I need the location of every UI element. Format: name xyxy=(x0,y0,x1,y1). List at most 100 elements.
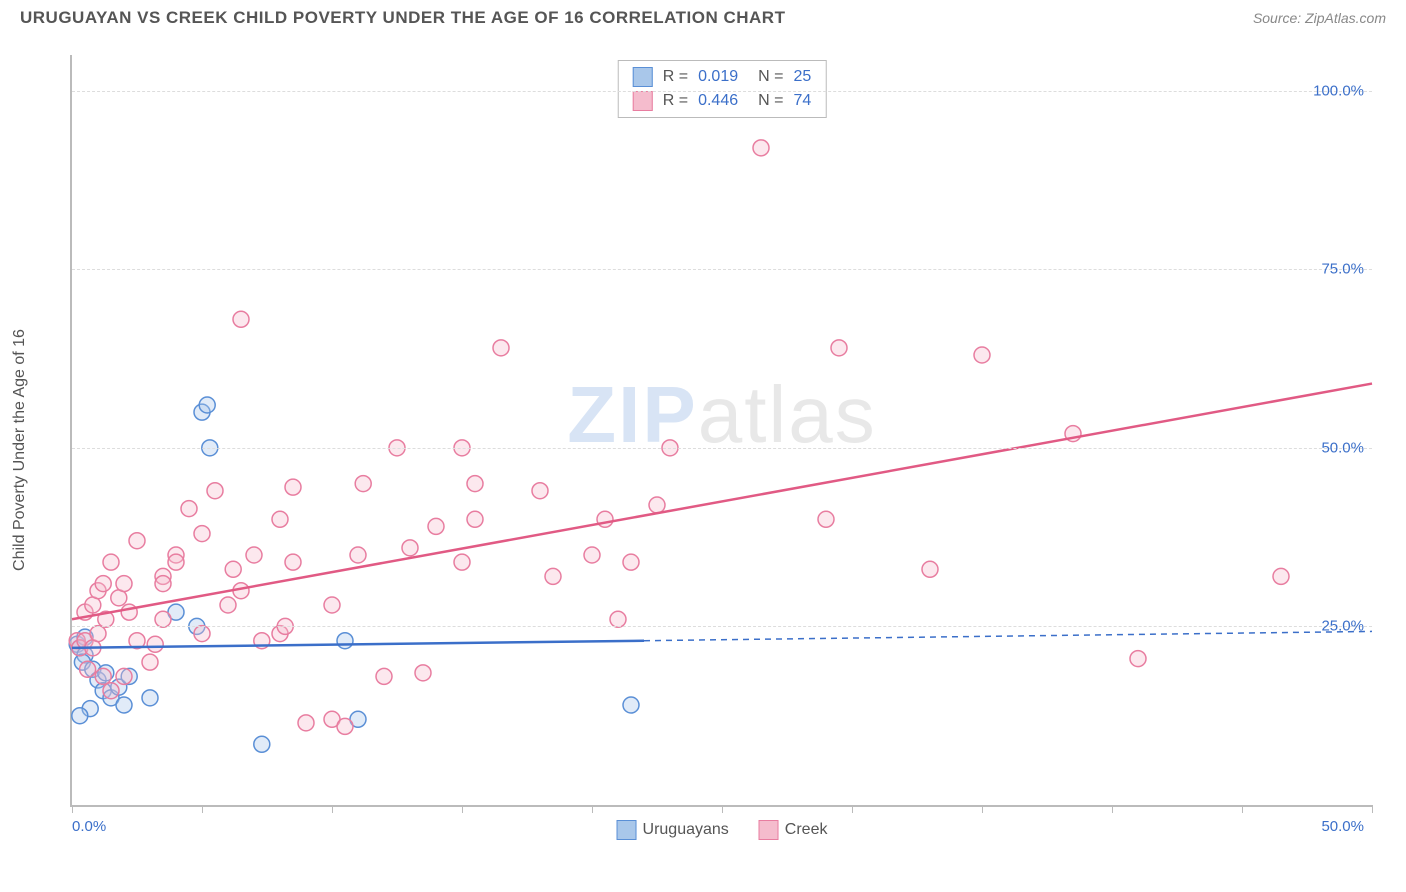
data-point xyxy=(532,483,548,499)
data-point xyxy=(181,501,197,517)
data-point xyxy=(155,611,171,627)
chart-title: URUGUAYAN VS CREEK CHILD POVERTY UNDER T… xyxy=(20,8,785,28)
legend-row: R = 0.019 N = 25 xyxy=(633,65,812,89)
legend-item: Creek xyxy=(759,820,828,840)
data-point xyxy=(350,547,366,563)
data-point xyxy=(324,597,340,613)
legend-row: R = 0.446 N = 74 xyxy=(633,89,812,113)
gridline xyxy=(72,269,1372,270)
data-point xyxy=(72,708,88,724)
data-point xyxy=(355,476,371,492)
data-point xyxy=(467,511,483,527)
gridline xyxy=(72,91,1372,92)
data-point xyxy=(142,654,158,670)
data-point xyxy=(818,511,834,527)
data-point xyxy=(974,347,990,363)
data-point xyxy=(649,497,665,513)
data-point xyxy=(103,554,119,570)
legend-item: Uruguayans xyxy=(617,820,729,840)
data-point xyxy=(90,626,106,642)
data-point xyxy=(116,668,132,684)
data-point xyxy=(220,597,236,613)
legend-r-value: 0.019 xyxy=(698,65,738,89)
data-point xyxy=(337,718,353,734)
data-point xyxy=(168,554,184,570)
data-point xyxy=(298,715,314,731)
data-point xyxy=(272,511,288,527)
data-point xyxy=(95,668,111,684)
data-point xyxy=(467,476,483,492)
x-tick xyxy=(462,805,463,813)
data-point xyxy=(142,690,158,706)
data-point xyxy=(610,611,626,627)
legend-r-value: 0.446 xyxy=(698,89,738,113)
legend-swatch xyxy=(617,820,637,840)
x-tick-label: 0.0% xyxy=(72,818,106,835)
data-point xyxy=(545,568,561,584)
x-tick xyxy=(332,805,333,813)
data-point xyxy=(1130,651,1146,667)
x-tick xyxy=(722,805,723,813)
data-point xyxy=(194,626,210,642)
y-tick-label: 75.0% xyxy=(1321,261,1364,278)
data-point xyxy=(1273,568,1289,584)
data-point xyxy=(493,340,509,356)
legend-label: Creek xyxy=(785,821,828,838)
y-tick-label: 100.0% xyxy=(1313,82,1364,99)
trendline-extrapolated xyxy=(644,631,1372,640)
gridline xyxy=(72,448,1372,449)
data-point xyxy=(225,561,241,577)
source-attribution: Source: ZipAtlas.com xyxy=(1253,10,1386,26)
data-point xyxy=(207,483,223,499)
gridline xyxy=(72,626,1372,627)
chart-header: URUGUAYAN VS CREEK CHILD POVERTY UNDER T… xyxy=(0,0,1406,32)
plot-area: ZIPatlas R =0.019N =25R =0.446N =74 Urug… xyxy=(70,55,1372,807)
data-point xyxy=(80,661,96,677)
data-point xyxy=(246,547,262,563)
data-point xyxy=(194,526,210,542)
data-point xyxy=(623,554,639,570)
data-point xyxy=(337,633,353,649)
data-point xyxy=(428,518,444,534)
legend-n-label: N = xyxy=(758,65,783,89)
legend-swatch xyxy=(633,67,653,87)
data-point xyxy=(753,140,769,156)
x-tick-label: 50.0% xyxy=(1321,818,1364,835)
correlation-legend: R = 0.019 N = 25 R = 0.446 N = 74 xyxy=(618,60,827,118)
legend-swatch xyxy=(633,91,653,111)
legend-r-label: R = xyxy=(663,89,688,113)
data-point xyxy=(831,340,847,356)
data-point xyxy=(454,554,470,570)
data-point xyxy=(199,397,215,413)
legend-swatch xyxy=(759,820,779,840)
legend-n-value: 74 xyxy=(793,89,811,113)
legend-n-label: N = xyxy=(758,89,783,113)
data-point xyxy=(285,554,301,570)
data-point xyxy=(922,561,938,577)
y-axis-label: Child Poverty Under the Age of 16 xyxy=(11,329,29,571)
data-point xyxy=(116,697,132,713)
y-tick-label: 50.0% xyxy=(1321,439,1364,456)
data-point xyxy=(402,540,418,556)
data-point xyxy=(254,736,270,752)
data-point xyxy=(233,311,249,327)
data-point xyxy=(121,604,137,620)
legend-n-value: 25 xyxy=(793,65,811,89)
legend-r-label: R = xyxy=(663,65,688,89)
data-point xyxy=(415,665,431,681)
x-tick xyxy=(202,805,203,813)
data-point xyxy=(584,547,600,563)
x-tick xyxy=(1372,805,1373,813)
data-point xyxy=(103,683,119,699)
data-point xyxy=(129,533,145,549)
data-point xyxy=(147,636,163,652)
data-point xyxy=(623,697,639,713)
x-tick xyxy=(592,805,593,813)
data-point xyxy=(155,576,171,592)
data-point xyxy=(285,479,301,495)
trendline xyxy=(72,384,1372,620)
x-tick xyxy=(1242,805,1243,813)
legend-label: Uruguayans xyxy=(643,821,729,838)
x-tick xyxy=(72,805,73,813)
x-tick xyxy=(982,805,983,813)
